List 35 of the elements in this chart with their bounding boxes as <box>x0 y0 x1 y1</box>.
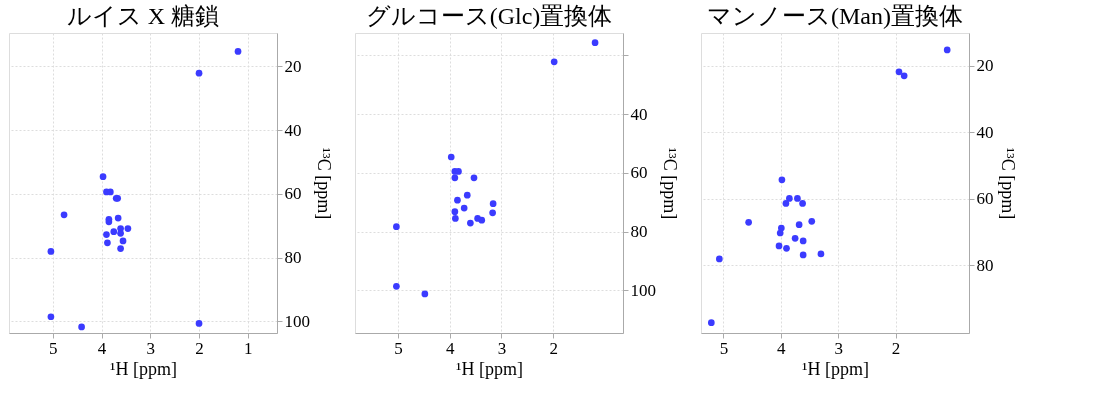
chart-title: マンノース(Man)置換体 <box>707 3 963 29</box>
x-tick-label: 1 <box>244 338 253 358</box>
x-tick-label: 2 <box>195 338 204 358</box>
chart-title: グルコース(Glc)置換体 <box>365 3 613 29</box>
y-tick-label: 20 <box>284 56 302 76</box>
y-axis-title: ¹³C [ppm] <box>660 147 680 220</box>
chart-title: ルイス X 糖鎖 <box>66 3 220 29</box>
x-tick-label: 5 <box>49 338 58 358</box>
x-tick-label: 3 <box>146 338 156 358</box>
x-axis-title: ¹H [ppm] <box>110 358 177 379</box>
y-tick-label: 80 <box>630 222 648 242</box>
x-axis-title: ¹H [ppm] <box>456 358 523 379</box>
x-tick-label: 2 <box>549 338 558 358</box>
x-tick-label: 4 <box>97 338 107 358</box>
x-tick-label: 2 <box>891 338 901 358</box>
y-tick-label: 100 <box>284 311 310 331</box>
y-axis-title: ¹³C [ppm] <box>997 147 1018 220</box>
x-tick-label: 5 <box>719 338 729 358</box>
x-tick-label: 3 <box>497 338 507 358</box>
y-tick-label: 20 <box>976 56 994 76</box>
y-tick-label: 40 <box>284 120 302 140</box>
x-tick-label: 3 <box>834 338 843 358</box>
x-tick-label: 4 <box>777 338 787 358</box>
y-tick-label: 60 <box>284 184 302 204</box>
y-tick-label: 40 <box>976 122 994 142</box>
x-tick-label: 5 <box>394 338 403 358</box>
y-tick-label: 60 <box>630 163 648 183</box>
y-tick-label: 80 <box>284 248 302 268</box>
y-tick-label: 100 <box>630 280 656 300</box>
y-tick-label: 80 <box>976 255 994 275</box>
x-tick-label: 4 <box>445 338 455 358</box>
y-tick-label: 60 <box>976 189 994 209</box>
y-tick-label: 40 <box>630 104 648 124</box>
y-axis-title: ¹³C [ppm] <box>314 147 334 220</box>
x-axis-title: ¹H [ppm] <box>802 358 869 379</box>
